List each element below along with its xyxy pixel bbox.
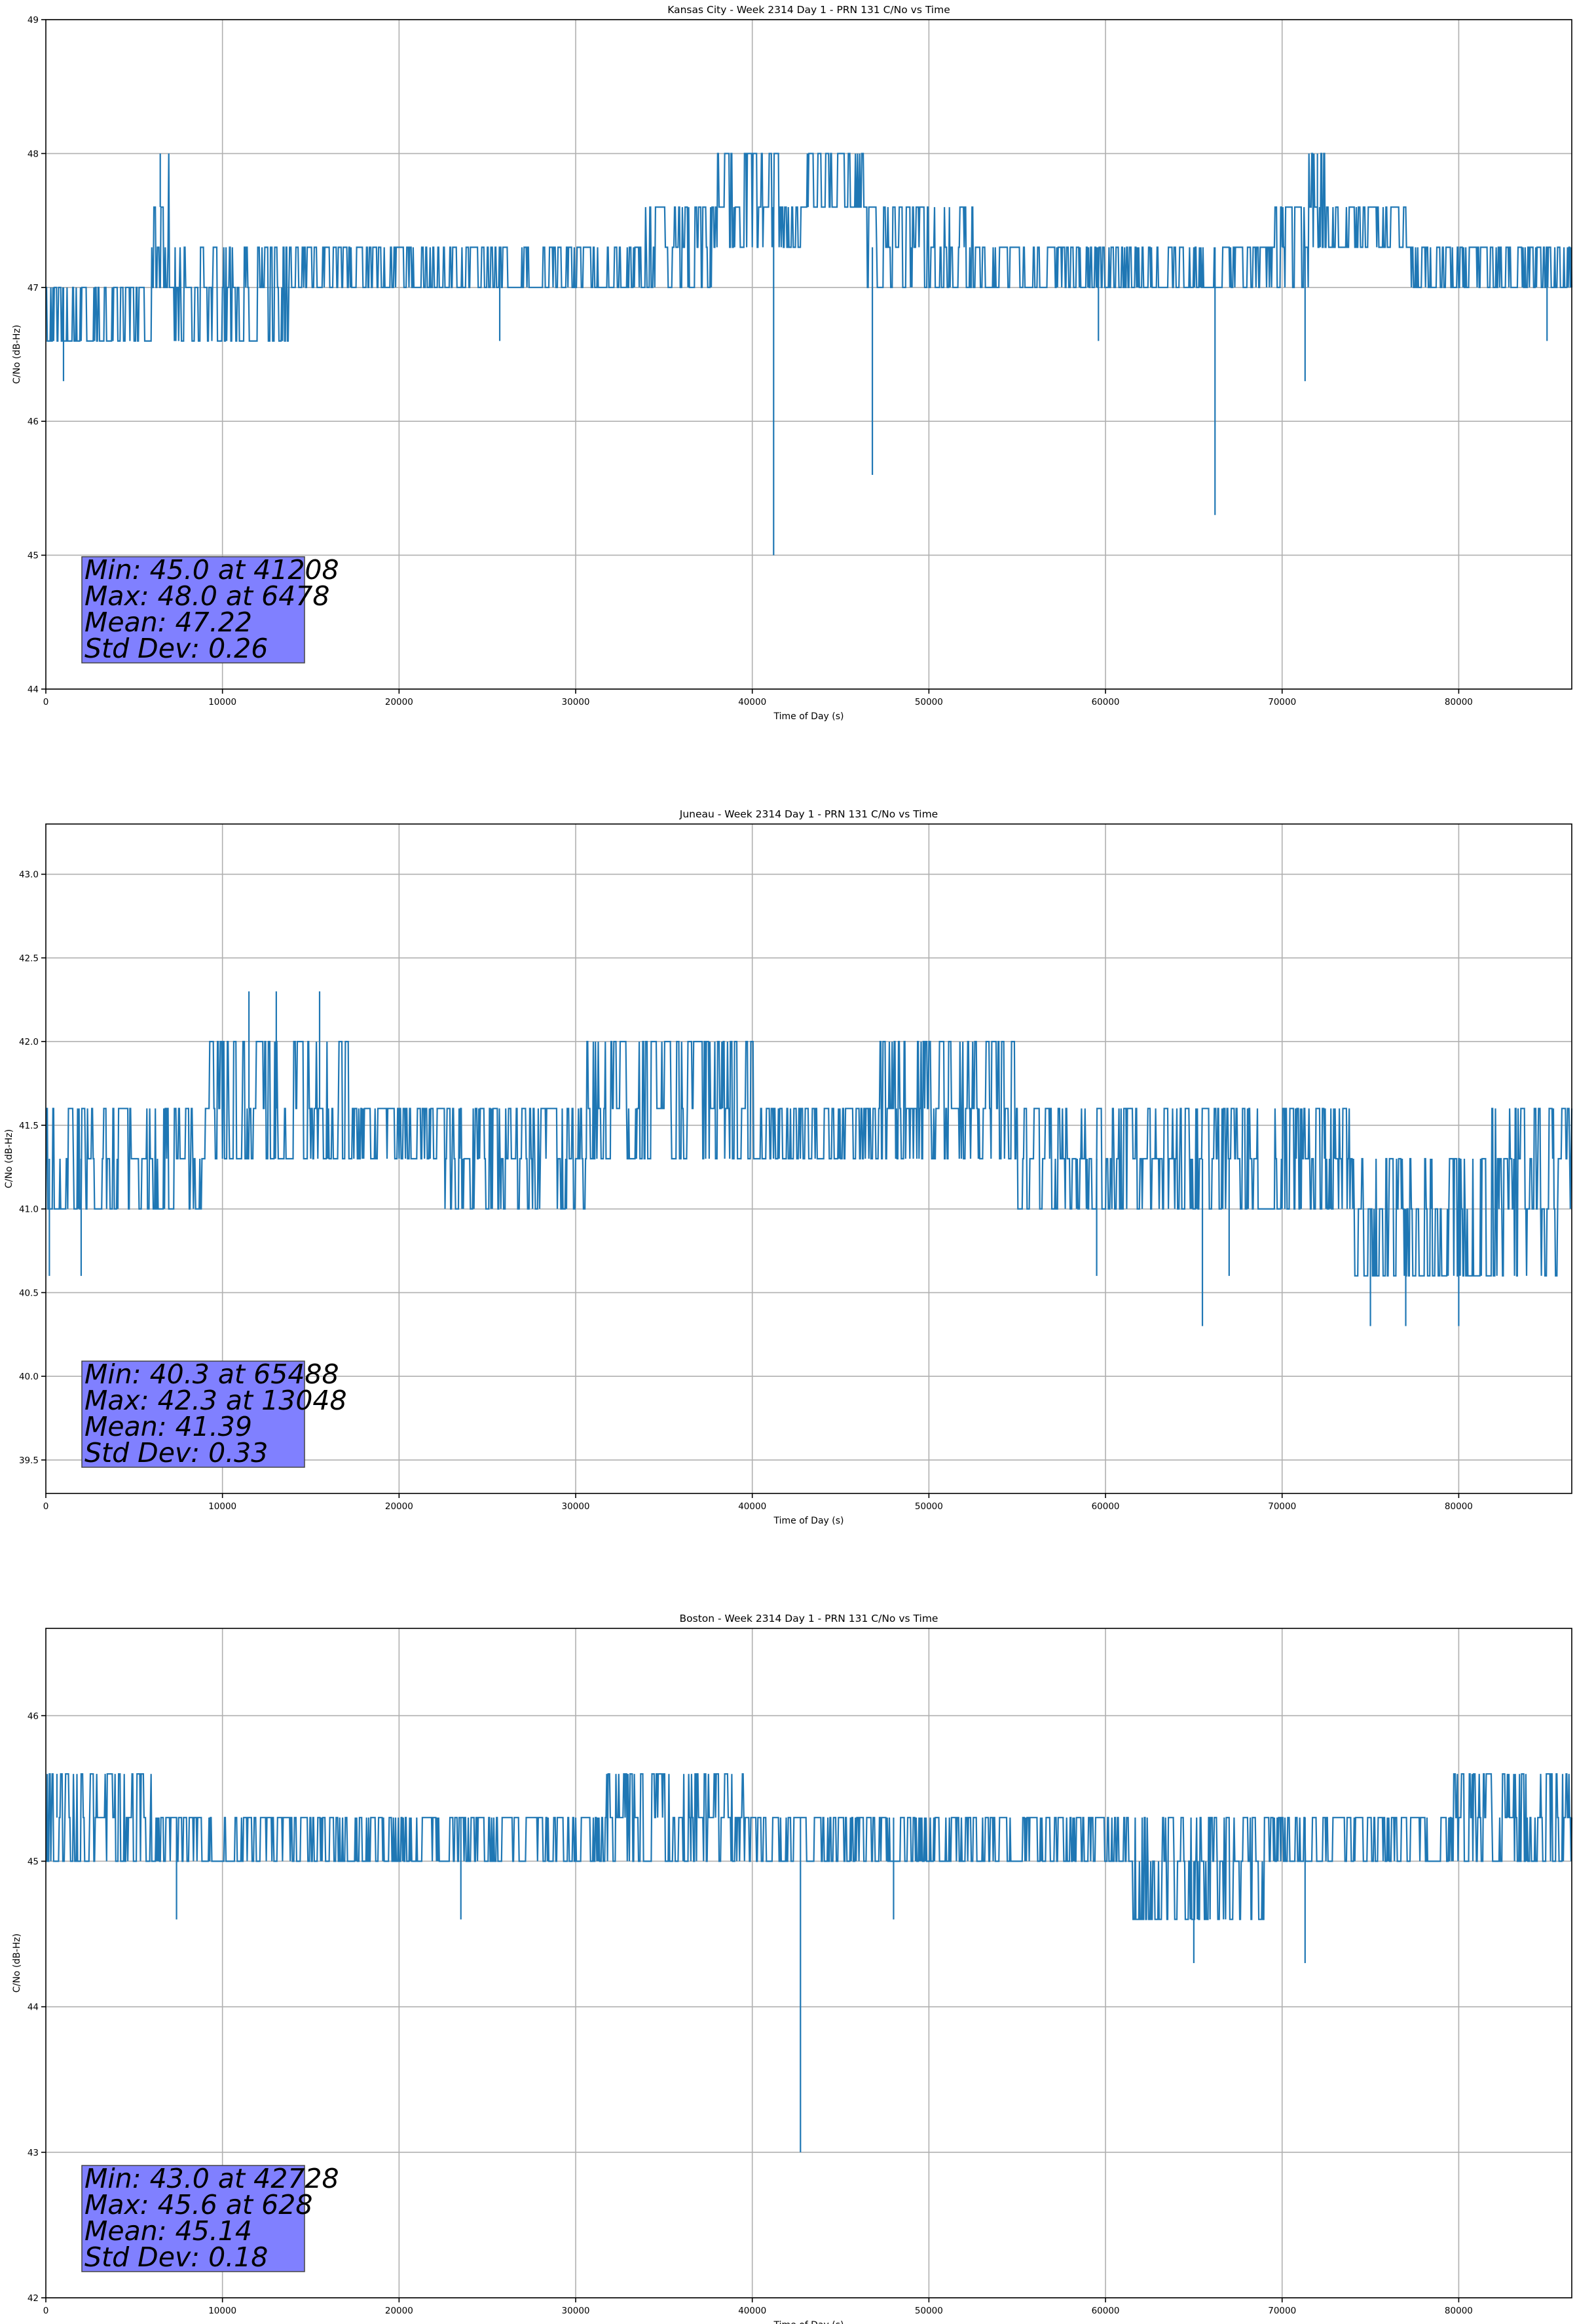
stats-line: Std Dev: 0.33: [84, 1437, 268, 1469]
chart-title: Boston - Week 2314 Day 1 - PRN 131 C/No …: [680, 1613, 938, 1624]
x-tick-label: 10000: [208, 2306, 236, 2316]
chart-title: Juneau - Week 2314 Day 1 - PRN 131 C/No …: [679, 808, 938, 820]
x-axis-label: Time of Day (s): [773, 1516, 844, 1526]
plot-frame: [45, 19, 1572, 690]
y-tick-label: 41.0: [19, 1205, 39, 1215]
x-tick-label: 0: [43, 697, 49, 707]
y-tick-label: 45: [28, 1856, 39, 1867]
x-tick-label: 60000: [1092, 1501, 1120, 1512]
stats-line: Min: 45.0 at 41208: [84, 554, 339, 586]
x-tick-label: 40000: [738, 1501, 766, 1512]
y-axis-label: C/No (dB-Hz): [12, 325, 22, 384]
stats-line: Mean: 45.14: [84, 2215, 252, 2247]
y-axis-label: C/No (dB-Hz): [4, 1129, 14, 1188]
cno-series-line: [45, 1041, 1573, 1277]
y-tick-label: 49: [28, 15, 39, 26]
stats-line: Max: 48.0 at 6478: [84, 580, 330, 612]
y-axis-label: C/No (dB-Hz): [12, 1934, 22, 1993]
x-tick-label: 30000: [562, 697, 590, 707]
x-tick-label: 70000: [1268, 1501, 1296, 1512]
x-tick-label: 80000: [1445, 2306, 1473, 2316]
stats-box: [81, 2165, 305, 2272]
chart-title: Kansas City - Week 2314 Day 1 - PRN 131 …: [667, 4, 950, 16]
y-tick-label: 47: [28, 283, 39, 293]
x-tick-label: 60000: [1092, 697, 1120, 707]
plot-frame: [45, 1628, 1572, 2298]
x-tick-label: 10000: [208, 697, 236, 707]
x-tick-label: 40000: [738, 2306, 766, 2316]
x-axis-label: Time of Day (s): [773, 2320, 844, 2324]
x-axis-label: Time of Day (s): [773, 711, 844, 722]
x-tick-label: 80000: [1445, 1501, 1473, 1512]
y-tick-label: 44: [28, 2002, 39, 2013]
x-tick-label: 0: [43, 1501, 49, 1512]
y-tick-label: 40.0: [19, 1372, 39, 1382]
x-tick-label: 10000: [208, 1501, 236, 1512]
x-tick-label: 50000: [915, 2306, 943, 2316]
x-tick-label: 20000: [385, 1501, 413, 1512]
y-tick-label: 44: [28, 684, 39, 695]
y-tick-label: 46: [28, 417, 39, 427]
stats-line: Max: 42.3 at 13048: [84, 1385, 347, 1416]
chart-panel-2: 0 10000 20000 30000 40000 50000 60000 70000 8000…: [12, 1613, 1573, 2324]
x-tick-label: 20000: [385, 2306, 413, 2316]
x-tick-label: 30000: [562, 2306, 590, 2316]
x-tick-label: 30000: [562, 1501, 590, 1512]
stats-line: Std Dev: 0.26: [84, 633, 268, 664]
y-tick-label: 42: [28, 2293, 39, 2304]
stats-line: Min: 40.3 at 65488: [84, 1359, 339, 1390]
plot-frame: [45, 823, 1572, 1494]
stats-line: Std Dev: 0.18: [84, 2241, 268, 2273]
y-tick-label: 39.5: [19, 1455, 39, 1466]
x-tick-label: 80000: [1445, 697, 1473, 707]
x-tick-label: 70000: [1268, 697, 1296, 707]
x-tick-label: 50000: [915, 1501, 943, 1512]
y-tick-label: 41.5: [19, 1121, 39, 1131]
x-tick-label: 0: [43, 2306, 49, 2316]
y-tick-label: 46: [28, 1711, 39, 1721]
cno-series-line: [46, 153, 1573, 342]
chart-panel-0: 0 10000 20000 30000 40000 50000 60000 70000 8000…: [12, 4, 1573, 722]
y-tick-label: 42.5: [19, 953, 39, 964]
chart-panel-1: 0 10000 20000 30000 40000 50000 60000 70000 8000…: [4, 808, 1573, 1526]
x-tick-label: 40000: [738, 697, 766, 707]
x-tick-label: 70000: [1268, 2306, 1296, 2316]
x-tick-label: 60000: [1092, 2306, 1120, 2316]
y-tick-label: 40.5: [19, 1288, 39, 1298]
stats-line: Mean: 47.22: [84, 607, 252, 638]
cno-series-line: [46, 1773, 1573, 1921]
stats-box: [81, 556, 305, 664]
x-tick-label: 50000: [915, 697, 943, 707]
y-tick-label: 45: [28, 551, 39, 561]
stats-line: Mean: 41.39: [84, 1411, 252, 1442]
x-tick-label: 20000: [385, 697, 413, 707]
stats-box: [81, 1360, 305, 1468]
y-tick-label: 42.0: [19, 1037, 39, 1047]
y-tick-label: 48: [28, 149, 39, 159]
stats-line: Max: 45.6 at 628: [84, 2189, 312, 2221]
stats-line: Min: 43.0 at 42728: [84, 2163, 339, 2194]
y-tick-label: 43: [28, 2148, 39, 2158]
y-tick-label: 43.0: [19, 870, 39, 880]
